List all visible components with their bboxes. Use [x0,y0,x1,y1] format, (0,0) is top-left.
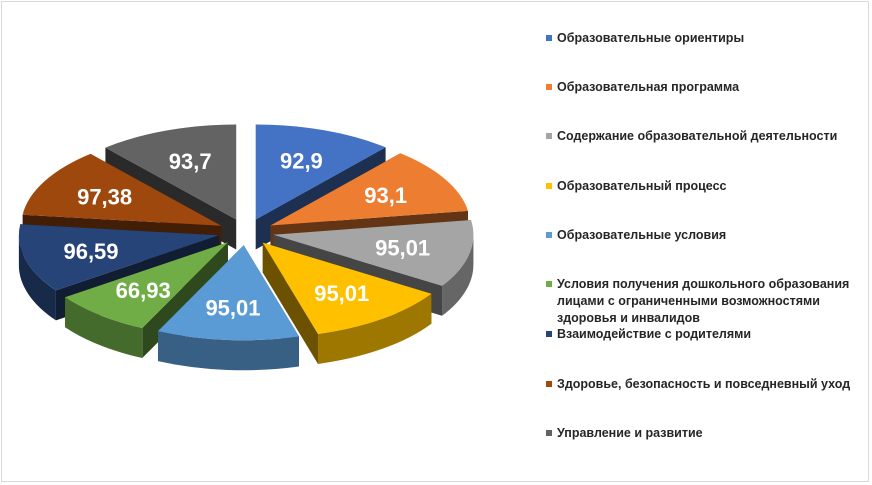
legend-label: Управление и развитие [557,426,703,440]
data-label-8: 97,38 [77,184,132,209]
data-label-2: 93,1 [364,183,407,208]
pie-slice-5 [157,245,299,371]
data-label-7: 96,59 [63,239,118,264]
legend-label: Взаимодействие с родителями [557,327,752,341]
legend-marker [546,430,552,436]
legend-label: Условия получения дошкольного образовани… [557,277,850,325]
legend-marker [546,331,552,337]
data-label-4: 95,01 [314,281,369,306]
legend-label: Здоровье, безопасность и повседневный ух… [557,377,851,391]
data-label-3: 95,01 [375,236,430,261]
legend-marker [546,35,552,41]
legend-label: Образовательный процесс [557,179,727,193]
data-label-1: 92,9 [280,149,323,174]
legend-label: Содержание образовательной деятельности [557,129,838,143]
legend-marker [546,183,552,189]
legend-label: Образовательные условия [557,228,727,242]
pie-slice-4 [262,242,432,364]
legend-marker [546,281,552,287]
data-label-5: 95,01 [205,296,260,321]
legend-marker [546,133,552,139]
legend-marker [546,381,552,387]
legend-label: Образовательная программа [557,80,740,94]
data-label-9: 93,7 [169,149,212,174]
legend-marker [546,232,552,238]
legend-marker [546,84,552,90]
data-label-6: 66,93 [116,278,171,303]
legend-label: Образовательные ориентиры [557,31,745,45]
